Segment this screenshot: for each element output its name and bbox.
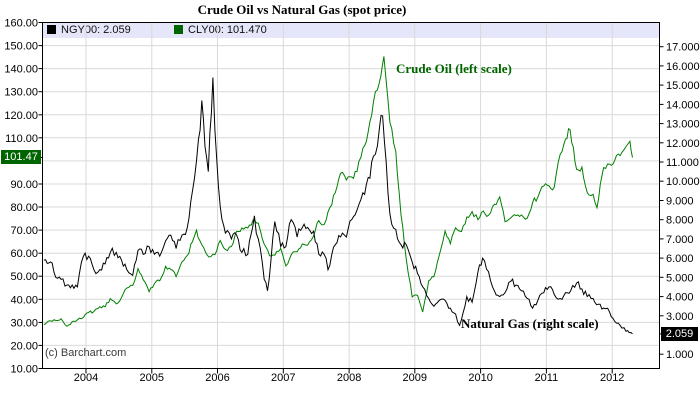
x-axis-year-label: 2004 [74, 372, 98, 384]
left-axis-tick-label: 30.00 [10, 317, 38, 329]
series-line-cly00 [43, 56, 633, 327]
right-axis-tick-label: 15.000 [666, 80, 700, 92]
x-axis-year-label: 2008 [337, 372, 361, 384]
right-axis-tick-label: 12.000 [666, 138, 700, 150]
x-axis-year-label: 2011 [535, 372, 559, 384]
left-axis-tick-label: 140.00 [4, 64, 38, 76]
natural-gas-current-value-badge: 2.059 [661, 327, 698, 341]
left-axis-tick-label: 10.00 [10, 364, 38, 376]
chart-title: Crude Oil vs Natural Gas (spot price) [197, 2, 407, 17]
left-axis-tick-label: 20.00 [10, 340, 38, 352]
right-axis-tick-label: 14.000 [666, 99, 700, 111]
legend-item-natural-gas: NGY00: 2.059 [47, 23, 131, 38]
left-axis-tick-label: 120.00 [4, 110, 38, 122]
crude-oil-swatch-icon [174, 25, 183, 34]
right-axis-tick-label: 8.000 [666, 215, 694, 227]
plot-border [42, 22, 660, 369]
right-axis-tick-label: 9.000 [666, 196, 694, 208]
right-axis-tick-label: 17.000 [666, 42, 700, 54]
right-axis-tick-label: 16.000 [666, 61, 700, 73]
legend-bar: NGY00: 2.059 CLY00: 101.470 [43, 23, 659, 38]
crude-oil-current-value-badge: 101.47 [1, 150, 41, 164]
left-axis-tick-label: 130.00 [4, 87, 38, 99]
right-axis-tick-label: 6.000 [666, 253, 694, 265]
right-axis-tick-label: 7.000 [666, 234, 694, 246]
natural-gas-annotation: Natural Gas (right scale) [461, 316, 599, 331]
left-axis-tick-label: 90.00 [10, 179, 38, 191]
right-axis-tick-label: 1.000 [666, 349, 694, 361]
left-axis-tick-label: 150.00 [4, 41, 38, 53]
x-axis-year-label: 2005 [140, 372, 164, 384]
left-axis-tick-label: 40.00 [10, 294, 38, 306]
barchart-watermark: (c) Barchart.com [45, 347, 127, 359]
x-axis-year-label: 2007 [271, 372, 295, 384]
left-axis-tick-label: 160.00 [4, 18, 38, 30]
left-axis-tick-label: 60.00 [10, 248, 38, 260]
legend-label: NGY00: 2.059 [61, 24, 131, 36]
series-line-ngy00 [43, 77, 633, 335]
left-axis-tick-label: 70.00 [10, 225, 38, 237]
right-axis-tick-label: 13.000 [666, 119, 700, 131]
legend-item-crude-oil: CLY00: 101.470 [174, 23, 267, 38]
right-axis-tick-label: 10.000 [666, 176, 700, 188]
natural-gas-swatch-icon [47, 25, 56, 34]
legend-label: CLY00: 101.470 [188, 24, 267, 36]
crude-oil-annotation: Crude Oil (left scale) [396, 61, 512, 76]
x-axis-year-label: 2010 [468, 372, 492, 384]
x-axis-year-label: 2006 [205, 372, 229, 384]
x-axis-year-label: 2012 [600, 372, 624, 384]
right-axis-tick-label: 5.000 [666, 272, 694, 284]
left-axis-tick-label: 110.00 [5, 133, 38, 145]
right-axis-tick-label: 3.000 [666, 311, 694, 323]
right-axis-tick-label: 11.000 [666, 157, 699, 169]
right-axis-tick-label: 4.000 [666, 292, 694, 304]
left-axis-tick-label: 80.00 [10, 202, 38, 214]
x-axis-year-label: 2009 [403, 372, 427, 384]
left-axis-tick-label: 50.00 [10, 271, 38, 283]
